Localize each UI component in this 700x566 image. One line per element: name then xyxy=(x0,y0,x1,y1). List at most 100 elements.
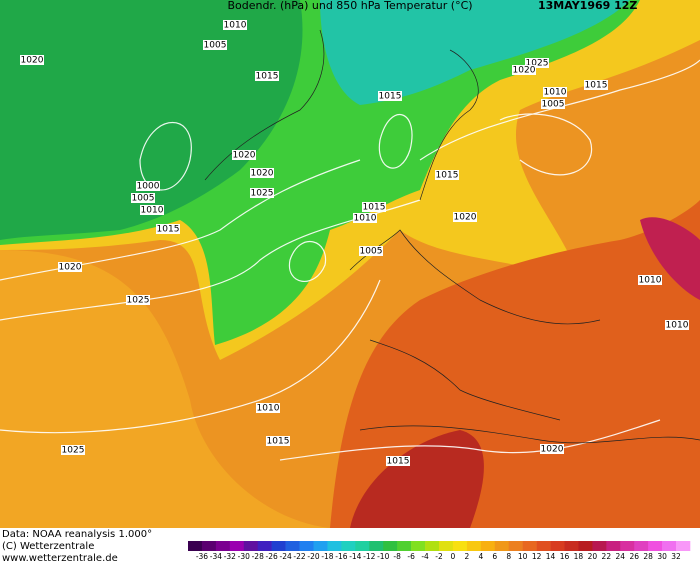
isobar-label: 1015 xyxy=(256,72,279,82)
colorbar-segment xyxy=(578,541,593,551)
colorbar-label: -10 xyxy=(377,552,389,561)
colorbar: -36 -34 -32 -30 -28 -26 -24 -22 -20 -18 -16 -14 -12-… xyxy=(188,541,691,561)
colorbar-segment xyxy=(257,541,272,551)
isobar-label: 1020 xyxy=(513,66,536,76)
isobar-label: 1015 xyxy=(387,457,410,467)
colorbar-label: 30 xyxy=(657,552,667,561)
colorbar-segment xyxy=(383,541,398,551)
isobar-label: 1015 xyxy=(436,171,459,181)
colorbar-label: -24 xyxy=(279,552,291,561)
colorbar-segment xyxy=(522,541,537,551)
isobar-label: 1000 xyxy=(137,182,160,192)
colorbar-label: 28 xyxy=(643,552,653,561)
colorbar-segment xyxy=(425,541,440,551)
colorbar-label: -28 xyxy=(252,552,264,561)
isobar-label-box xyxy=(525,58,549,68)
isobar-label-box xyxy=(540,444,564,454)
isobar-label-box xyxy=(362,202,386,212)
isobar-label-box xyxy=(203,40,227,50)
coastlines xyxy=(204,29,700,444)
colorbar-segment xyxy=(536,541,551,551)
colorbar-label: -22 xyxy=(293,552,305,561)
colorbar-label: -26 xyxy=(266,552,278,561)
colorbar-label: 10 xyxy=(518,552,528,561)
isobar-label: 1015 xyxy=(379,92,402,102)
website: www.wetterzentrale.de xyxy=(2,553,118,562)
colorbar-label: -20 xyxy=(307,552,319,561)
isobar-label-box xyxy=(638,275,662,285)
isobar-label-box xyxy=(250,168,274,178)
isobar-label-box xyxy=(584,80,608,90)
isobar-labels: 1010 1005 1020 1015 1015 1020 1020 1000 1005 1010… xyxy=(20,20,689,467)
colorbar-segment xyxy=(243,541,259,551)
isobar-label: 1020 xyxy=(233,151,256,161)
isobar-label-box xyxy=(140,205,164,215)
colorbar-label: 24 xyxy=(616,552,626,561)
isobar-label: 1025 xyxy=(62,446,85,456)
isobar-label-box xyxy=(665,320,689,330)
colorbar-segment xyxy=(397,541,412,551)
isobar-label-box xyxy=(223,20,247,30)
colorbar-segment xyxy=(327,541,342,551)
colorbar-label: 16 xyxy=(560,552,570,561)
colorbar-label: 6 xyxy=(492,552,497,561)
colorbar-label: -4 xyxy=(421,552,429,561)
colorbar-label: 14 xyxy=(546,552,556,561)
colorbar-segment xyxy=(201,541,217,551)
colorbar-label: 22 xyxy=(602,552,612,561)
colorbar-segment xyxy=(550,541,565,551)
isobar-label: 1010 xyxy=(354,214,377,224)
colorbar-segment xyxy=(480,541,496,551)
colorbar-label: -6 xyxy=(407,552,415,561)
isobar-label: 1010 xyxy=(639,276,662,286)
isobar-label-box xyxy=(386,456,410,466)
isobar-label: 1020 xyxy=(251,169,274,179)
colorbar-segment xyxy=(299,541,314,551)
isobar-label: 1020 xyxy=(541,445,564,455)
isobar-label-box xyxy=(435,170,459,180)
isobar-label-box xyxy=(250,188,274,198)
isobar-label-box xyxy=(266,436,290,446)
map-title: Bodendr. (hPa) und 850 hPa Temperatur (°… xyxy=(227,0,472,12)
isobar-label: 1010 xyxy=(544,88,567,98)
colorbar-segment xyxy=(452,541,468,551)
isobar-label-box xyxy=(256,403,280,413)
map-date: 13MAY1969 12Z xyxy=(538,0,637,12)
isobar-label: 1005 xyxy=(204,41,227,51)
isobar-label: 1005 xyxy=(132,194,155,204)
colorbar-label: 32 xyxy=(671,552,681,561)
colorbar-segment xyxy=(676,541,691,551)
isobar-label-box xyxy=(156,224,180,234)
colorbar-label: 18 xyxy=(574,552,584,561)
colorbar-segment xyxy=(229,541,245,551)
colorbar-label: -14 xyxy=(349,552,361,561)
isobar-label-box xyxy=(61,445,85,455)
isobar-label-box xyxy=(136,181,160,191)
colorbar-label: 20 xyxy=(588,552,598,561)
isobar-label-box xyxy=(543,87,567,97)
isobar-label: 1025 xyxy=(127,296,150,306)
colorbar-segment xyxy=(355,541,370,551)
isobar-label-box xyxy=(378,91,402,101)
colorbar-label: -18 xyxy=(321,552,333,561)
colorbar-label: -32 xyxy=(224,552,236,561)
map xyxy=(0,0,700,528)
colorbar-segment xyxy=(271,541,286,551)
colorbar-label: -30 xyxy=(238,552,250,561)
isobar-label-box xyxy=(126,295,150,305)
isobar-label: 1010 xyxy=(257,404,280,414)
colorbar-segment xyxy=(285,541,300,551)
colorbar-segment xyxy=(606,541,621,551)
colorbar-label: 8 xyxy=(506,552,511,561)
isobar-label: 1005 xyxy=(360,247,383,257)
colorbar-segment xyxy=(439,541,454,551)
colorbar-label: -16 xyxy=(335,552,347,561)
data-source: Data: NOAA reanalysis 1.000° xyxy=(2,529,152,540)
isobar-label: 1020 xyxy=(454,213,477,223)
isobar-label: 1020 xyxy=(59,263,82,273)
isobar-label: 1015 xyxy=(157,225,180,235)
colorbar-label: 2 xyxy=(464,552,469,561)
isobar-label-box xyxy=(359,246,383,256)
colorbar-segment xyxy=(662,541,677,551)
